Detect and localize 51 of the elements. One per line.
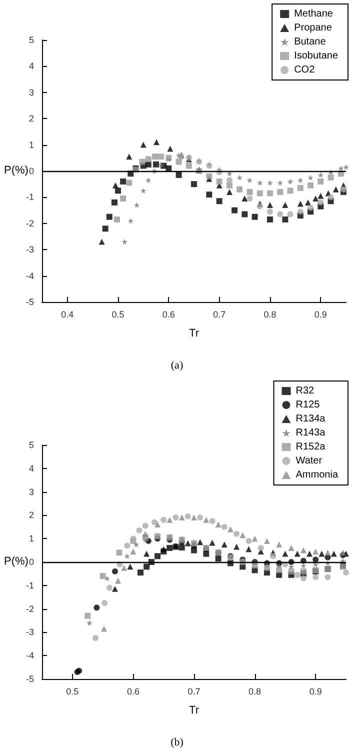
legend-label: R152a (296, 442, 326, 452)
legend-label: R32 (296, 386, 315, 396)
legend-label: R125 (296, 400, 320, 410)
x-tick-label: 0.8 (248, 686, 262, 696)
x-tick-label: 0.8 (264, 310, 276, 320)
x-tick-label: 0.5 (112, 310, 124, 320)
y-tick-label: -3 (26, 627, 34, 638)
y-tick-label: -5 (26, 674, 34, 684)
legend-label: Ammonia (296, 470, 338, 480)
y-tick-label: -1 (26, 580, 34, 590)
x-tick-label: 0.7 (213, 310, 226, 320)
legend-label: R143a (296, 428, 326, 438)
y-tick-label: -2 (26, 604, 34, 614)
y-tick-label: 3 (28, 486, 34, 497)
y-tick-label: -4 (26, 650, 34, 661)
legend-label: R134a (296, 414, 326, 424)
y-tick-label: 0 (28, 166, 34, 176)
x-tick-label: 0.9 (309, 686, 322, 696)
text: (b) (170, 736, 184, 748)
y-tick-label: -5 (26, 297, 34, 307)
x-tick-label: 0.5 (66, 686, 79, 696)
y-axis-title: P(%) (4, 164, 28, 176)
y-tick-label: 1 (28, 534, 34, 544)
x-axis-title: Tr (189, 328, 200, 340)
y-tick-label: 5 (28, 35, 34, 45)
y-tick-label: 0 (28, 557, 34, 567)
x-tick-label: 0.7 (188, 686, 200, 696)
y-axis-title: P(%) (4, 556, 28, 568)
legend-label: Isobutane (294, 50, 338, 62)
legend-label: Water (296, 456, 323, 466)
x-tick-label: 0.9 (314, 310, 327, 320)
legend-label: CO2 (294, 64, 316, 76)
y-tick-label: 3 (28, 87, 34, 98)
y-tick-label: -1 (26, 192, 34, 202)
y-tick-label: 1 (28, 140, 34, 150)
text: (a) (170, 360, 184, 372)
y-tick-label: 4 (28, 463, 34, 474)
legend-label: Butane (294, 36, 326, 48)
x-axis-title: Tr (189, 704, 200, 716)
y-tick-label: -3 (26, 244, 34, 255)
x-tick-label: 0.4 (61, 310, 74, 320)
legend-label: Propane (294, 22, 332, 34)
y-tick-label: -2 (26, 218, 34, 228)
y-tick-label: 5 (28, 440, 34, 450)
y-tick-label: 4 (28, 61, 34, 72)
y-tick-label: 2 (28, 510, 34, 520)
x-tick-label: 0.6 (162, 310, 175, 320)
legend-label: Methane (294, 8, 334, 20)
y-tick-label: -4 (26, 270, 34, 281)
y-tick-label: 2 (28, 114, 34, 124)
x-tick-label: 0.6 (126, 686, 140, 696)
